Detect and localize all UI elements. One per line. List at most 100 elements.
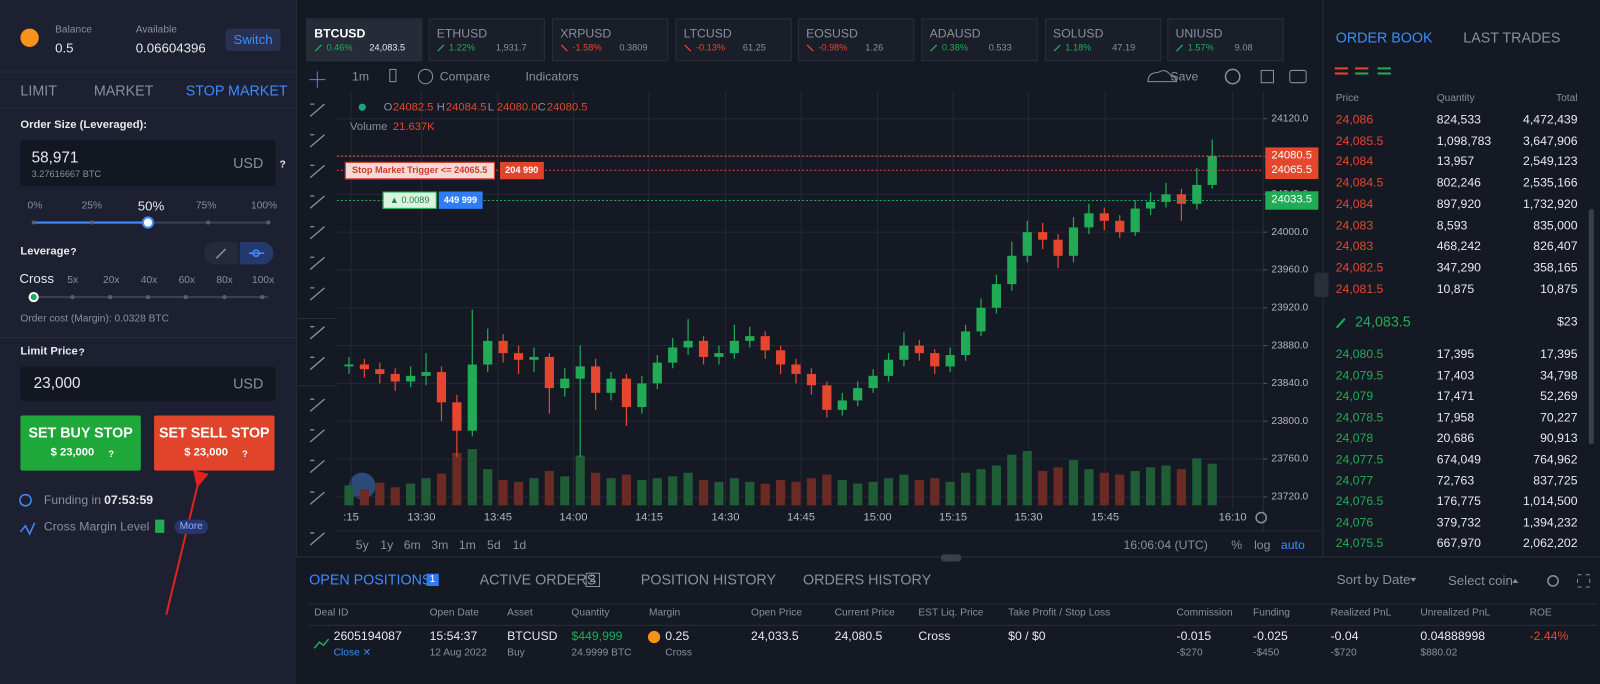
help-icon[interactable]: ?: [108, 448, 115, 459]
position-label[interactable]: ▲ 0.0089: [382, 191, 437, 210]
period-button[interactable]: 3m: [431, 537, 449, 553]
leverage-option[interactable]: 100x: [252, 274, 275, 286]
slider-dot: [31, 220, 36, 225]
order-tab[interactable]: STOP MARKET: [185, 82, 288, 99]
book-price[interactable]: 24,083: [1335, 238, 1374, 254]
stop-trigger-size[interactable]: 204 990: [499, 161, 544, 179]
volume-bar: [1192, 458, 1202, 506]
position-size[interactable]: 449 999: [438, 191, 483, 210]
book-price[interactable]: 24,084: [1335, 196, 1374, 211]
candle-body: [683, 340, 693, 348]
period-button[interactable]: 5d: [487, 537, 501, 553]
balance: 0.5: [55, 40, 74, 56]
ticker-symbol[interactable]: LTCUSD: [683, 26, 732, 41]
buy-button[interactable]: [20, 415, 141, 471]
button-amount[interactable]: $ 23,000: [50, 446, 95, 459]
switch-label[interactable]: Switch: [233, 31, 273, 48]
compare-button[interactable]: Compare: [439, 69, 491, 84]
book-price[interactable]: 24,077: [1335, 473, 1374, 488]
ticker-tile[interactable]: [306, 18, 423, 62]
book-price[interactable]: 24,081.5: [1335, 281, 1384, 296]
period-button[interactable]: 1y: [380, 537, 394, 553]
ticker-symbol[interactable]: SOLUSD: [1053, 26, 1104, 41]
leverage-option[interactable]: 60x: [178, 274, 196, 286]
slider-label[interactable]: 0%: [27, 200, 43, 212]
sell-button[interactable]: [154, 415, 275, 471]
slider-label[interactable]: 75%: [195, 200, 217, 212]
book-price[interactable]: 24,083: [1335, 217, 1374, 233]
book-price[interactable]: 24,082.5: [1335, 260, 1384, 275]
ticker-symbol[interactable]: ADAUSD: [929, 26, 981, 41]
leverage-option[interactable]: 5x: [67, 274, 79, 286]
ticker-symbol[interactable]: ETHUSD: [436, 26, 488, 41]
order-size-input[interactable]: [20, 139, 276, 186]
legend-value: 24082.5: [392, 101, 434, 114]
book-price[interactable]: 24,076: [1335, 515, 1374, 530]
auto-toggle[interactable]: auto: [1280, 537, 1305, 553]
help-icon[interactable]: ?: [279, 159, 286, 171]
ticker-tile[interactable]: [797, 18, 915, 62]
order-size-value[interactable]: 58,971: [31, 149, 79, 167]
book-price[interactable]: 24,084: [1335, 154, 1374, 169]
order-tab[interactable]: LIMIT: [20, 82, 57, 99]
sort-dropdown[interactable]: Sort by Date: [1336, 571, 1411, 588]
slider-label[interactable]: 100%: [251, 200, 278, 212]
slider-label[interactable]: 25%: [81, 200, 103, 212]
bottom-tab[interactable]: OPEN POSITIONS: [309, 571, 432, 588]
leverage-option[interactable]: 20x: [103, 274, 120, 286]
leverage-option[interactable]: 80x: [216, 274, 233, 286]
book-price[interactable]: 24,077.5: [1335, 452, 1384, 467]
button-amount[interactable]: $ 23,000: [184, 446, 228, 459]
book-price[interactable]: 24,078: [1335, 431, 1374, 446]
order-book-tab[interactable]: ORDER BOOK: [1335, 29, 1433, 46]
switch-button[interactable]: [225, 28, 281, 52]
leverage-mode[interactable]: Cross: [19, 270, 55, 287]
ticker-tile[interactable]: [428, 18, 545, 62]
ticker-tile[interactable]: [921, 18, 1038, 62]
period-button[interactable]: 1d: [512, 537, 527, 553]
period-button[interactable]: 1m: [458, 537, 476, 553]
book-price[interactable]: 24,079: [1335, 388, 1374, 404]
save-button[interactable]: Save: [1170, 69, 1199, 84]
help-icon[interactable]: ?: [242, 448, 248, 459]
bottom-tab[interactable]: POSITION HISTORY: [640, 571, 777, 588]
book-price[interactable]: 24,086: [1335, 112, 1374, 127]
book-price[interactable]: 24,084.5: [1335, 175, 1384, 190]
help-icon[interactable]: ?: [70, 247, 77, 259]
period-button[interactable]: 6m: [403, 537, 421, 553]
limit-price-value[interactable]: 23,000: [33, 374, 81, 393]
ticker-tile[interactable]: [552, 18, 669, 62]
ticker-tile[interactable]: [1167, 18, 1284, 62]
slider-label[interactable]: 50%: [137, 198, 165, 214]
percent-toggle[interactable]: %: [1231, 537, 1243, 553]
book-price[interactable]: 24,080.5: [1335, 346, 1384, 362]
book-price[interactable]: 24,078.5: [1335, 409, 1384, 425]
book-price[interactable]: 24,076.5: [1335, 494, 1384, 509]
ticker-symbol[interactable]: EOSUSD: [806, 26, 858, 41]
book-price[interactable]: 24,075.5: [1335, 536, 1384, 551]
leverage-option[interactable]: 40x: [140, 274, 158, 286]
log-toggle[interactable]: log: [1254, 537, 1271, 553]
ticker-symbol[interactable]: BTCUSD: [314, 26, 366, 41]
bottom-tab[interactable]: ORDERS HISTORY: [803, 571, 932, 588]
book-price[interactable]: 24,079.5: [1335, 367, 1384, 383]
period-button[interactable]: 5y: [355, 537, 369, 553]
indicators-button[interactable]: Indicators: [525, 69, 579, 84]
interval-button[interactable]: 1m: [352, 69, 370, 84]
stop-trigger-label[interactable]: Stop Market Trigger <= 24065.5: [344, 161, 495, 179]
order-tab[interactable]: MARKET: [93, 82, 154, 99]
bottom-tab[interactable]: ACTIVE ORDERS: [479, 571, 597, 588]
button-label[interactable]: SET BUY STOP: [28, 424, 133, 441]
coin-dropdown[interactable]: Select coin: [1447, 572, 1513, 589]
button-label[interactable]: SET SELL STOP: [158, 424, 270, 441]
last-trades-tab[interactable]: LAST TRADES: [1463, 29, 1561, 46]
ticker-symbol[interactable]: XRPUSD: [560, 26, 612, 41]
more-button[interactable]: More: [174, 519, 208, 534]
ticker-symbol[interactable]: UNIUSD: [1175, 26, 1223, 41]
book-price[interactable]: 24,085.5: [1335, 133, 1384, 148]
ticker-tile[interactable]: [1044, 18, 1162, 62]
ticker-tile[interactable]: [675, 18, 792, 62]
help-icon[interactable]: ?: [78, 347, 85, 359]
limit-price-input[interactable]: [20, 366, 276, 402]
table-cell[interactable]: Close ✕: [333, 647, 372, 659]
